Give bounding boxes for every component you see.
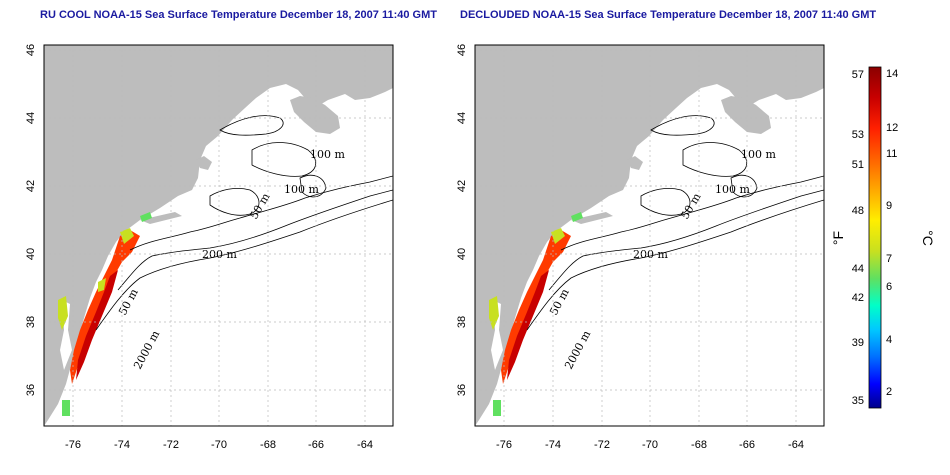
y-tick-label: 46 <box>25 44 37 56</box>
right-map-sst-swath <box>501 230 571 384</box>
celsius-tick: 4 <box>886 334 892 346</box>
x-tick-label: -76 <box>496 439 512 451</box>
fahrenheit-tick: 44 <box>852 263 864 275</box>
x-tick-label: -70 <box>642 439 658 451</box>
colorbar-gradient <box>868 66 882 409</box>
x-tick-label: -70 <box>211 439 227 451</box>
left-map-sst-warm-core <box>76 270 118 380</box>
left-map-nova-scotia <box>290 96 340 134</box>
left-map: 100 m 100 m 50 m 200 m 50 m 2000 m -76 -… <box>25 44 394 451</box>
x-tick-label: -74 <box>545 439 561 451</box>
y-tick-label: 44 <box>456 112 468 124</box>
y-tick-label: 40 <box>456 248 468 260</box>
colorbar: 57 53 51 48 44 42 39 35 14 12 11 9 7 6 4… <box>830 66 936 409</box>
x-tick-label: -64 <box>788 439 804 451</box>
left-map-sst-coastal-cool <box>58 228 134 330</box>
colorbar-celsius-ticks: 14 12 11 9 7 6 4 2 <box>886 68 898 398</box>
x-tick-label: -66 <box>308 439 324 451</box>
celsius-tick: 9 <box>886 200 892 212</box>
right-map-cape-cod <box>627 156 643 170</box>
y-tick-label: 36 <box>25 384 37 396</box>
left-map-sst-swath <box>70 230 140 384</box>
contour-label: 200 m <box>633 248 668 261</box>
fahrenheit-tick: 42 <box>852 292 864 304</box>
fahrenheit-tick: 35 <box>852 395 864 407</box>
celsius-tick: 2 <box>886 386 892 398</box>
y-tick-label: 42 <box>25 180 37 192</box>
y-tick-label: 46 <box>456 44 468 56</box>
contour-label: 200 m <box>202 248 237 261</box>
right-map-chesapeake <box>491 300 503 370</box>
celsius-unit-label: °C <box>920 230 936 246</box>
colorbar-fahrenheit-ticks: 57 53 51 48 44 42 39 35 <box>852 69 864 407</box>
y-tick-label: 44 <box>25 112 37 124</box>
fahrenheit-tick: 57 <box>852 69 864 81</box>
right-map-nova-scotia <box>721 96 771 134</box>
celsius-tick: 11 <box>886 148 897 160</box>
x-tick-label: -74 <box>114 439 130 451</box>
celsius-tick: 6 <box>886 281 892 293</box>
x-tick-label: -66 <box>739 439 755 451</box>
y-tick-label: 38 <box>25 316 37 328</box>
left-map-frame <box>43 44 394 427</box>
y-tick-label: 38 <box>456 316 468 328</box>
celsius-tick: 14 <box>886 68 898 80</box>
contour-label: 100 m <box>310 148 345 161</box>
right-x-axis: -76 -74 -72 -70 -68 -66 -64 <box>496 439 804 451</box>
celsius-tick: 7 <box>886 253 892 265</box>
celsius-tick: 12 <box>886 122 898 134</box>
fahrenheit-tick: 48 <box>852 205 864 217</box>
left-map-long-island <box>140 212 182 224</box>
y-tick-label: 42 <box>456 180 468 192</box>
right-map-frame <box>474 44 825 427</box>
left-x-axis: -76 -74 -72 -70 -68 -66 -64 <box>65 439 373 451</box>
left-map-cape-cod <box>196 156 212 170</box>
contour-label: 100 m <box>284 183 319 196</box>
fahrenheit-tick: 51 <box>852 159 864 171</box>
y-tick-label: 40 <box>25 248 37 260</box>
x-tick-label: -72 <box>163 439 179 451</box>
x-tick-label: -68 <box>260 439 276 451</box>
contour-label: 100 m <box>715 183 750 196</box>
right-y-axis: 36 38 40 42 44 46 <box>456 44 468 396</box>
y-tick-label: 36 <box>456 384 468 396</box>
right-panel-title: DECLOUDED NOAA-15 Sea Surface Temperatur… <box>460 9 877 21</box>
left-map-contours <box>95 115 393 331</box>
fahrenheit-tick: 53 <box>852 129 864 141</box>
left-map-chesapeake <box>60 300 72 370</box>
x-tick-label: -76 <box>65 439 81 451</box>
x-tick-label: -72 <box>594 439 610 451</box>
right-map-sst-coastal-cool <box>489 228 565 330</box>
right-map-contours <box>526 115 824 331</box>
right-map: 100 m 100 m 50 m 200 m 50 m 2000 m <box>456 44 825 451</box>
left-y-axis: 36 38 40 42 44 46 <box>25 44 37 396</box>
right-map-land <box>475 45 824 426</box>
right-map-long-island <box>571 212 613 224</box>
fahrenheit-tick: 39 <box>852 337 864 349</box>
x-tick-label: -68 <box>691 439 707 451</box>
fahrenheit-unit-label: °F <box>830 231 846 245</box>
x-tick-label: -64 <box>357 439 373 451</box>
contour-label: 100 m <box>741 148 776 161</box>
right-map-sst-warm-core <box>507 270 549 380</box>
right-map-gridlines <box>475 45 824 426</box>
left-map-land <box>44 45 393 426</box>
left-map-gridlines <box>44 45 393 426</box>
left-panel-title: RU COOL NOAA-15 Sea Surface Temperature … <box>40 9 437 21</box>
